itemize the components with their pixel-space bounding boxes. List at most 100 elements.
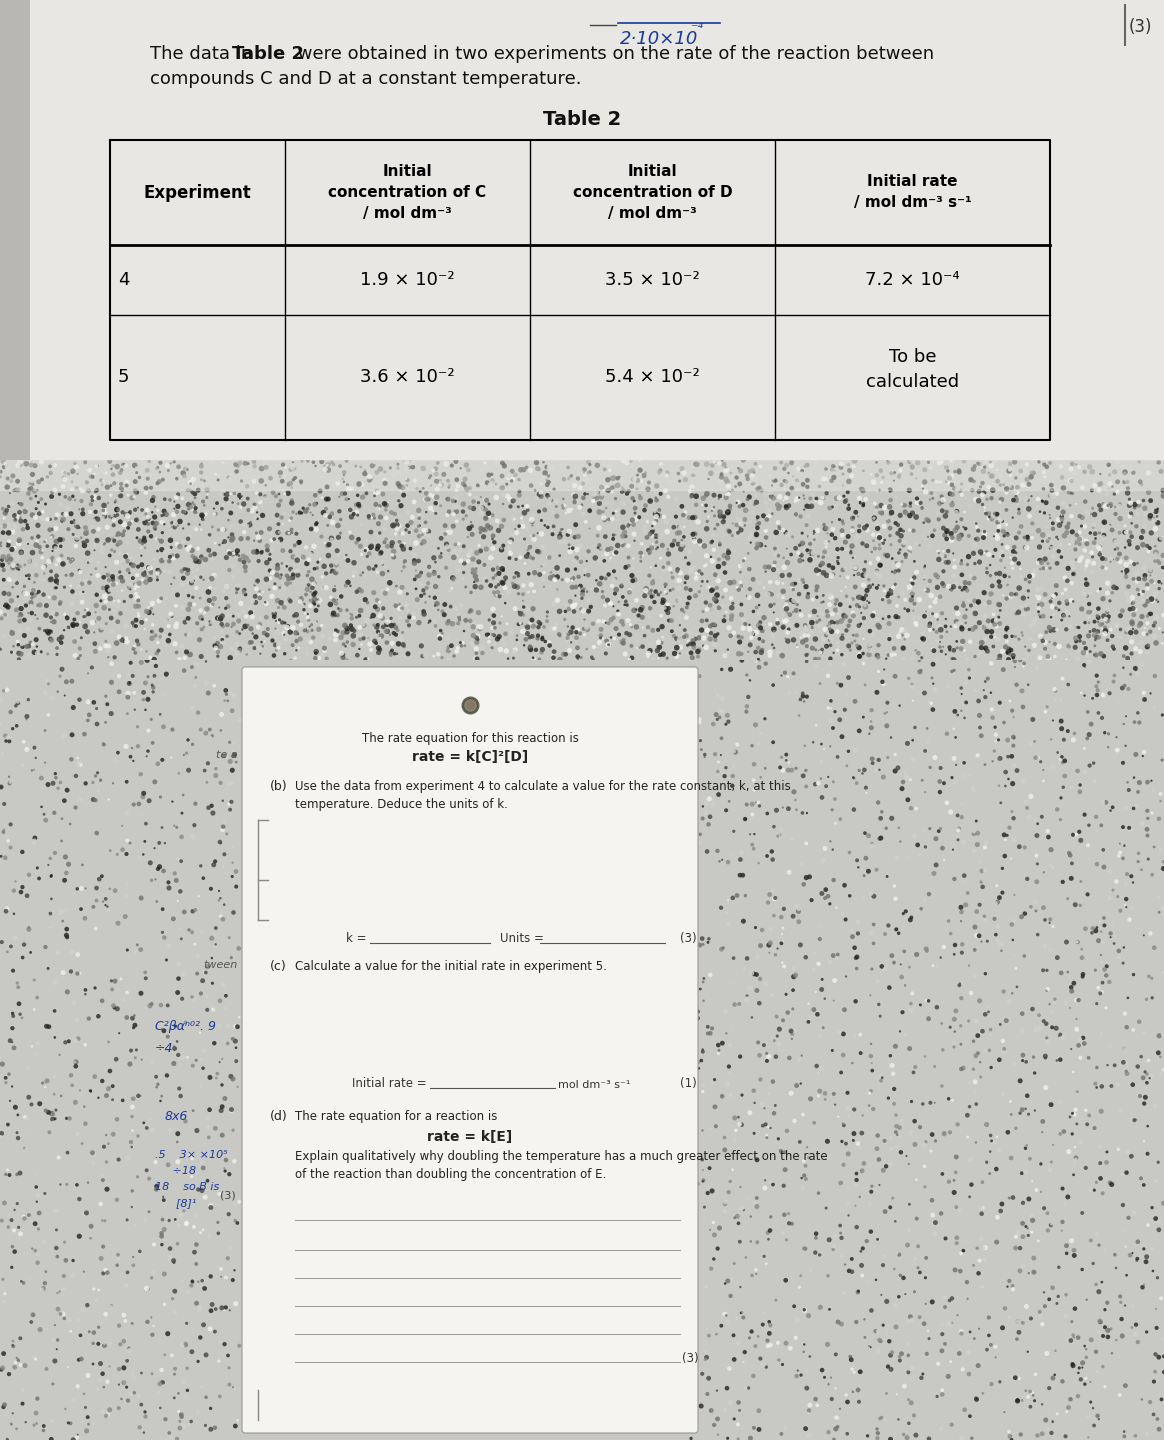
Point: [197, 1385, 215, 1408]
Point: [268, 589, 286, 612]
Point: [1037, 1342, 1056, 1365]
Point: [1090, 494, 1108, 517]
Point: [43, 517, 62, 540]
Point: [729, 1106, 747, 1129]
Point: [1138, 589, 1157, 612]
Point: [10, 451, 29, 474]
Point: [890, 1243, 909, 1266]
Point: [55, 1231, 73, 1254]
Point: [136, 1405, 155, 1428]
Point: [909, 1234, 928, 1257]
Point: [988, 1382, 1007, 1405]
Point: [1100, 480, 1119, 503]
Point: [895, 531, 914, 554]
Point: [142, 1266, 161, 1289]
Point: [793, 1044, 811, 1067]
Point: [150, 855, 169, 878]
Point: [1012, 516, 1030, 539]
Point: [76, 982, 94, 1005]
Point: [514, 634, 533, 657]
Point: [501, 547, 519, 570]
Point: [893, 778, 911, 801]
Point: [723, 842, 741, 865]
Point: [1135, 688, 1154, 711]
Point: [33, 451, 51, 474]
Point: [1072, 937, 1091, 960]
Point: [149, 639, 168, 662]
Point: [683, 505, 702, 528]
Point: [512, 507, 531, 530]
Point: [1022, 785, 1041, 808]
Point: [125, 1367, 143, 1390]
Point: [1084, 516, 1102, 539]
Point: [746, 452, 765, 475]
Point: [982, 543, 1001, 566]
Point: [896, 762, 915, 785]
Point: [35, 1414, 54, 1437]
Point: [97, 887, 115, 910]
Point: [185, 933, 204, 956]
Point: [759, 1335, 778, 1358]
Point: [959, 546, 978, 569]
Point: [790, 534, 809, 557]
Point: [796, 575, 815, 598]
Point: [942, 523, 960, 546]
Point: [982, 575, 1001, 598]
Point: [856, 759, 874, 782]
Point: [881, 1344, 900, 1367]
Point: [772, 818, 790, 841]
Point: [1152, 572, 1164, 595]
Point: [198, 478, 217, 501]
Point: [935, 560, 953, 583]
Bar: [0, 0, 30, 459]
Point: [456, 504, 475, 527]
Point: [149, 752, 168, 775]
Point: [1121, 1244, 1140, 1267]
Point: [112, 472, 130, 495]
Point: [1053, 492, 1072, 516]
Point: [768, 518, 787, 541]
Point: [492, 465, 511, 488]
Point: [690, 580, 709, 603]
Point: [263, 562, 282, 585]
Point: [0, 449, 13, 472]
Point: [582, 645, 601, 668]
Point: [521, 611, 540, 634]
Point: [1119, 986, 1137, 1009]
Point: [833, 1044, 852, 1067]
Point: [680, 552, 698, 575]
Point: [913, 475, 931, 498]
Point: [863, 922, 881, 945]
Point: [389, 492, 407, 516]
Point: [1145, 1094, 1164, 1117]
Point: [513, 514, 532, 537]
Point: [462, 631, 481, 654]
Point: [2, 1208, 21, 1231]
Point: [906, 592, 924, 615]
Point: [407, 564, 426, 588]
Point: [916, 1175, 935, 1198]
Point: [823, 838, 842, 861]
Point: [1078, 727, 1096, 750]
Point: [22, 477, 41, 500]
Point: [1124, 553, 1143, 576]
Point: [703, 577, 722, 600]
Point: [1138, 573, 1157, 596]
Point: [956, 501, 974, 524]
Point: [752, 641, 771, 664]
Point: [94, 1261, 113, 1284]
Point: [846, 1215, 865, 1238]
Point: [837, 449, 856, 472]
Point: [1044, 546, 1063, 569]
Point: [314, 501, 333, 524]
Point: [1022, 896, 1041, 919]
Point: [1035, 1280, 1053, 1303]
Point: [766, 469, 785, 492]
Point: [51, 1302, 70, 1325]
Point: [48, 942, 66, 965]
Point: [332, 508, 350, 531]
Point: [272, 611, 291, 634]
Point: [978, 488, 996, 511]
Point: [156, 831, 175, 854]
Point: [517, 628, 535, 651]
